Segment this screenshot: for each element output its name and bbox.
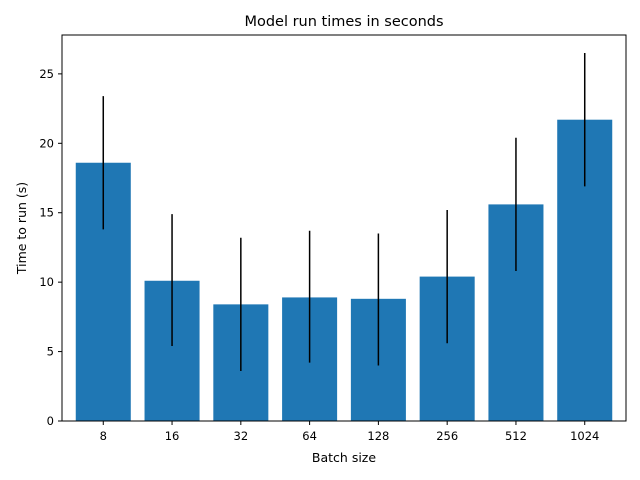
x-tick-label: 64 [302,429,317,443]
x-tick-label: 32 [234,429,249,443]
y-tick-label: 10 [39,275,54,289]
x-tick-label: 16 [165,429,180,443]
x-tick-label: 256 [436,429,458,443]
y-tick-label: 25 [39,67,54,81]
x-tick-label: 8 [100,429,107,443]
errorbars-layer [102,53,586,372]
chart-title: Model run times in seconds [244,14,443,30]
y-axis-label: Time to run (s) [14,182,29,275]
x-axis: 8 16 32 64 128 256 512 1024 [100,421,599,443]
x-tick-label: 1024 [570,429,599,443]
bars-layer [75,119,613,421]
x-tick-label: 512 [505,429,527,443]
y-tick-label: 0 [47,414,54,428]
y-tick-label: 15 [39,206,54,220]
plot-frame [61,34,627,422]
x-axis-label: Batch size [312,450,376,465]
y-axis: 0 5 10 15 20 25 [39,67,62,428]
y-tick-label: 5 [47,345,54,359]
y-tick-label: 20 [39,136,54,150]
x-tick-label: 128 [367,429,389,443]
